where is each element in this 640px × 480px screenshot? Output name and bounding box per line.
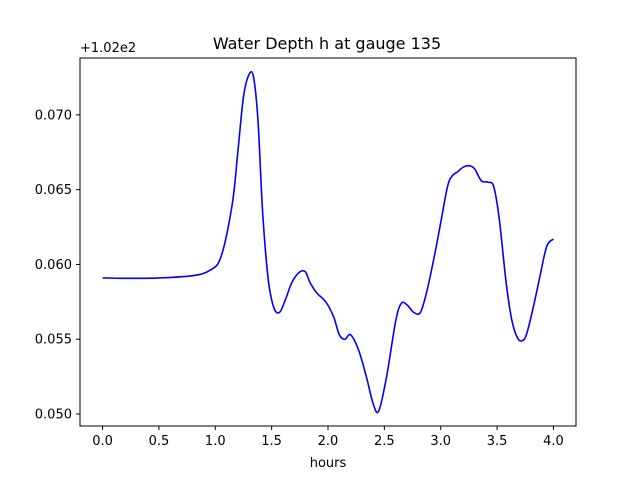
y-tick-label: 0.050 bbox=[35, 408, 72, 423]
y-tick-label: 0.065 bbox=[35, 183, 72, 198]
y-tick-label: 0.070 bbox=[35, 108, 72, 123]
y-axis-ticks: 0.050 0.055 0.060 0.065 0.070 bbox=[35, 108, 80, 423]
series-line-0 bbox=[102, 70, 555, 414]
x-tick-label: 2.0 bbox=[318, 434, 339, 449]
x-axis-ticks: 0.0 0.5 1.0 1.5 2.0 2.5 3.0 3.5 4.0 bbox=[92, 426, 564, 449]
x-tick-label: 0.0 bbox=[92, 434, 113, 449]
y-offset-label: +1.02e2 bbox=[80, 41, 136, 56]
x-axis-label: hours bbox=[310, 456, 347, 471]
x-tick-label: 1.5 bbox=[261, 434, 282, 449]
y-tick-label: 0.055 bbox=[35, 333, 72, 348]
x-tick-label: 1.0 bbox=[205, 434, 226, 449]
y-tick-label: 0.060 bbox=[35, 258, 72, 273]
chart-title: Water Depth h at gauge 135 bbox=[213, 34, 441, 53]
x-tick-label: 3.5 bbox=[487, 434, 508, 449]
x-tick-label: 3.0 bbox=[430, 434, 451, 449]
x-tick-label: 0.5 bbox=[149, 434, 170, 449]
x-tick-label: 2.5 bbox=[374, 434, 395, 449]
x-tick-label: 4.0 bbox=[543, 434, 564, 449]
